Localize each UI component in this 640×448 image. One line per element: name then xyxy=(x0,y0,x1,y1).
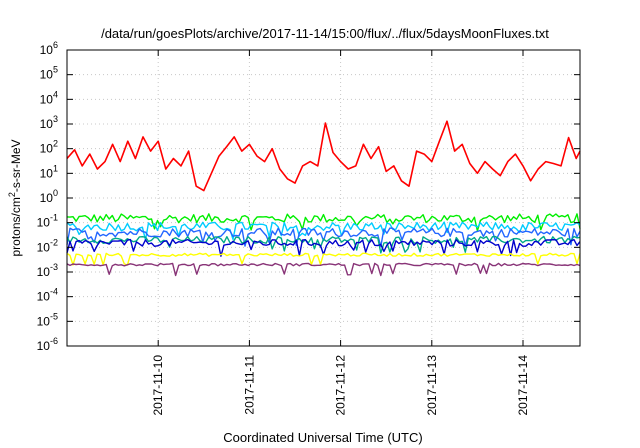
y-tick-label-base: 10 xyxy=(40,117,54,131)
y-axis-label: protons/cm2-s-sr-MeV xyxy=(7,139,23,256)
series-line xyxy=(66,235,581,254)
series-line xyxy=(66,221,581,241)
y-tick-label: 105 xyxy=(40,65,58,82)
y-tick-label-base: 10 xyxy=(37,216,51,230)
x-tick-label: 2017-11-13 xyxy=(425,355,439,416)
y-tick-label-exp: 5 xyxy=(53,65,58,75)
y-axis: 10-610-510-410-310-210-11001011021031041… xyxy=(37,40,580,353)
y-tick-label-exp: 3 xyxy=(53,114,58,124)
x-axis-label: Coordinated Universal Time (UTC) xyxy=(223,430,422,445)
y-tick-label-exp: -1 xyxy=(50,213,58,223)
y-tick-label-base: 10 xyxy=(40,142,54,156)
y-tick-label: 10-2 xyxy=(37,237,58,254)
y-tick-label: 10-1 xyxy=(37,213,58,230)
y-tick-label: 10-3 xyxy=(37,262,58,279)
y-tick-label-exp: -3 xyxy=(50,262,58,272)
y-axis-label-base: protons/cm xyxy=(9,197,23,256)
y-tick-label-base: 10 xyxy=(37,314,51,328)
chart-title: /data/run/goesPlots/archive/2017-11-14/1… xyxy=(101,26,549,41)
series-group xyxy=(66,120,581,277)
y-tick-label: 104 xyxy=(40,89,58,106)
y-tick-label-exp: -5 xyxy=(50,311,58,321)
series-line xyxy=(66,262,581,277)
x-axis: 2017-11-10 2017-11-11 2017-11-12 2017-11-13… xyxy=(151,50,530,416)
grid xyxy=(67,49,580,347)
x-tick-label: 2017-11-11 xyxy=(242,355,256,415)
y-tick-label: 10-5 xyxy=(37,311,58,328)
y-tick-label-exp: 0 xyxy=(53,188,58,198)
y-tick-label-exp: -4 xyxy=(50,287,58,297)
y-tick-label-base: 10 xyxy=(37,290,51,304)
y-tick-label-base: 10 xyxy=(40,68,54,82)
y-tick-label-base: 10 xyxy=(40,92,54,106)
y-tick-label-base: 10 xyxy=(40,166,54,180)
y-tick-label: 103 xyxy=(40,114,58,131)
y-tick-label: 106 xyxy=(40,40,58,57)
y-axis-label-rest: -s-sr-MeV xyxy=(9,139,23,192)
y-axis-label-sup: 2 xyxy=(7,192,17,197)
y-tick-label-base: 10 xyxy=(37,339,51,353)
y-tick-label: 102 xyxy=(40,139,58,156)
y-tick-label-exp: -2 xyxy=(50,237,58,247)
y-tick-label-base: 10 xyxy=(37,265,51,279)
series-line xyxy=(66,213,581,232)
x-tick-label: 2017-11-10 xyxy=(151,355,165,416)
y-tick-label-exp: -6 xyxy=(50,336,58,346)
x-tick-label: 2017-11-14 xyxy=(516,355,530,416)
y-tick-label: 10-4 xyxy=(37,287,58,304)
series-line xyxy=(66,120,581,192)
y-tick-label: 100 xyxy=(40,188,58,205)
y-tick-label-exp: 6 xyxy=(53,40,58,50)
y-tick-label-exp: 2 xyxy=(53,139,58,149)
y-tick-label: 101 xyxy=(40,163,58,180)
series-line xyxy=(66,252,581,266)
x-tick-label: 2017-11-12 xyxy=(334,355,348,416)
y-tick-label-base: 10 xyxy=(37,240,51,254)
y-tick-label-base: 10 xyxy=(40,191,54,205)
y-tick-label-exp: 1 xyxy=(53,163,58,173)
y-tick-label: 10-6 xyxy=(37,336,58,353)
y-tick-label-exp: 4 xyxy=(53,89,58,99)
y-tick-label-base: 10 xyxy=(40,43,54,57)
